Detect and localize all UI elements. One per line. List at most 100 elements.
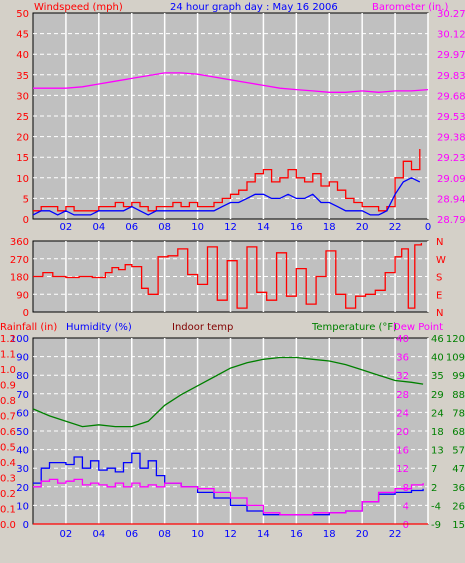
wind-y-tick: 40	[16, 50, 29, 61]
baro-y-tick: 29.53	[437, 112, 465, 123]
temp-f-y-tick: 36	[452, 483, 465, 494]
temp-f-y-tick: 99	[452, 371, 465, 382]
humidity-y-tick: 90	[16, 353, 29, 364]
wind-y-tick: 0	[23, 215, 29, 226]
temp-f-y-tick: 88	[452, 390, 465, 401]
dew-point-line	[33, 478, 424, 516]
baro-y-tick: 29.97	[437, 50, 465, 61]
temperature-axis-title: Temperature (°F)	[311, 322, 397, 333]
graph-title: 24 hour graph day : May 16 2006	[170, 2, 338, 13]
wind-y-tick: 15	[16, 153, 29, 164]
direction-y-tick: 270	[10, 255, 29, 266]
x-tick-label: 20	[356, 529, 369, 540]
temperature-humidity-panel: 02 04 06 08 10 12 14 16 18 20 22010203040506070809…	[0, 334, 465, 540]
direction-y-tick: 90	[16, 290, 29, 301]
temperature-line	[32, 356, 424, 428]
x-tick-label: 06	[125, 529, 138, 540]
x-tick-label: 04	[92, 222, 105, 233]
barometer-line	[33, 72, 429, 93]
rain-y-tick: 0.8	[0, 396, 16, 407]
wind-y-tick: 45	[16, 30, 29, 41]
compass-y-tick: N	[436, 237, 443, 248]
humidity-y-tick: 60	[16, 408, 29, 419]
dew-y-tick: 4	[403, 501, 409, 512]
rain-y-tick: 0.7	[0, 412, 16, 423]
rain-y-tick: 0.4	[0, 458, 16, 469]
dew-y-tick: 24	[396, 408, 409, 419]
compass-y-tick: E	[436, 290, 442, 301]
temp-f-y-tick: 78	[452, 408, 465, 419]
temp-c-y-tick: 40	[431, 353, 444, 364]
wind-axis-title: Windspeed (mph)	[34, 2, 123, 13]
rain-y-tick: 1.0	[0, 365, 16, 376]
temp-f-y-tick: 26	[452, 501, 465, 512]
temp-f-y-tick: 57	[452, 446, 465, 457]
temp-c-y-tick: 29	[431, 390, 444, 401]
wind-baro-panel: 02 04 06 08 10 12 14 16 18 20 22 0 0 5 10 15 20 25 30 35 40 4…	[16, 9, 465, 233]
rain-y-tick: 0.2	[0, 489, 16, 500]
humidity-y-tick: 70	[16, 390, 29, 401]
baro-y-tick: 30.27	[437, 9, 465, 20]
dew-y-tick: 0	[403, 520, 409, 531]
x-tick-label: 18	[323, 529, 336, 540]
humidity-y-tick: 80	[16, 371, 29, 382]
direction-y-tick: 0	[23, 308, 29, 319]
rain-y-tick: 0.9	[0, 381, 16, 392]
indoor-temp-title: Indoor temp	[172, 322, 233, 333]
x-tick-label: 0	[425, 222, 431, 233]
temp-f-y-tick: 109	[446, 353, 465, 364]
temp-c-y-tick: 13	[431, 446, 444, 457]
x-tick-label: 14	[257, 529, 270, 540]
wind-y-tick: 5	[23, 194, 29, 205]
rain-y-tick: 0.6	[0, 427, 16, 438]
wind-y-tick: 50	[16, 9, 29, 20]
wind-y-tick: 35	[16, 71, 29, 82]
x-tick-label: 06	[125, 222, 138, 233]
x-tick-label: 20	[356, 222, 369, 233]
humidity-y-tick: 100	[10, 334, 29, 345]
x-tick-label: 16	[290, 222, 303, 233]
rain-y-tick: 0.5	[0, 443, 16, 454]
wind-y-tick: 20	[16, 133, 29, 144]
direction-y-tick: 360	[10, 237, 29, 248]
humidity-y-tick: 50	[16, 427, 29, 438]
temp-c-y-tick: 24	[431, 408, 444, 419]
baro-y-tick: 30.12	[437, 30, 465, 41]
x-tick-label: 22	[389, 529, 402, 540]
x-tick-label: 02	[60, 222, 73, 233]
baro-y-tick: 29.83	[437, 71, 465, 82]
baro-y-tick: 29.68	[437, 91, 465, 102]
temp-c-y-tick: -9	[431, 520, 441, 531]
temp-f-y-tick: 120	[446, 334, 465, 345]
rainfall-axis-title: Rainfall (in)	[0, 322, 57, 333]
dew-y-tick: 40	[396, 334, 409, 345]
x-tick-label: 10	[191, 222, 204, 233]
x-tick-label: 14	[257, 222, 270, 233]
direction-y-tick: 180	[10, 273, 29, 284]
compass-y-tick: W	[436, 255, 446, 266]
temp-c-y-tick: 35	[431, 371, 444, 382]
temp-f-y-tick: 68	[452, 427, 465, 438]
temp-c-y-tick: 2	[431, 483, 437, 494]
rain-y-tick: 1.1	[0, 350, 16, 361]
temp-c-y-tick: 7	[431, 464, 437, 475]
rain-y-tick: 0.3	[0, 474, 16, 485]
dew-y-tick: 12	[396, 464, 409, 475]
compass-y-tick: S	[436, 273, 442, 284]
dew-y-tick: 32	[396, 371, 409, 382]
humidity-axis-title: Humidity (%)	[66, 322, 132, 333]
rain-y-tick: 0.1	[0, 505, 16, 516]
baro-y-tick: 28.94	[437, 194, 465, 205]
wind-y-tick: 10	[16, 174, 29, 185]
x-tick-label: 08	[158, 529, 171, 540]
x-tick-label: 10	[191, 529, 204, 540]
x-tick-label: 18	[323, 222, 336, 233]
baro-y-tick: 29.23	[437, 153, 465, 164]
rain-y-tick: 1.2	[0, 334, 16, 345]
x-tick-label: 16	[290, 529, 303, 540]
compass-y-tick: N	[436, 308, 443, 319]
wind-y-tick: 25	[16, 112, 29, 123]
average-wind-line	[32, 177, 421, 216]
